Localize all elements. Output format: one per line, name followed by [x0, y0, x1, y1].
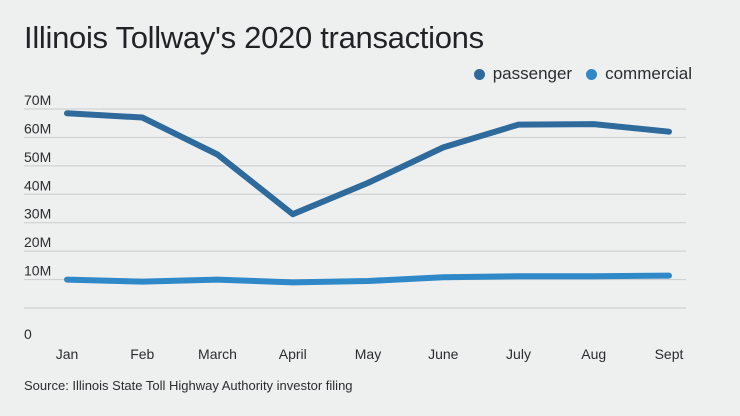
y-tick-label: 30M	[24, 206, 51, 222]
y-tick-label: 20M	[24, 234, 51, 250]
source-note: Source: Illinois State Toll Highway Auth…	[24, 378, 353, 393]
legend-item-commercial: commercial	[586, 64, 692, 84]
legend-label-commercial: commercial	[605, 64, 692, 83]
series-lines	[64, 110, 672, 286]
chart-legend: passenger commercial	[473, 64, 692, 84]
y-tick-label: 60M	[24, 120, 51, 136]
series-line-commercial	[64, 272, 672, 286]
x-tick-label: May	[355, 346, 381, 362]
y-tick-label: 0	[24, 326, 32, 342]
series-line-passenger	[64, 110, 672, 218]
chart-title: Illinois Tollway's 2020 transactions	[24, 20, 484, 55]
legend-label-passenger: passenger	[492, 64, 573, 83]
y-axis-labels: 0 10M 20M 30M 40M 50M 60M 70M	[24, 92, 51, 342]
y-tick-label: 40M	[24, 177, 51, 193]
legend-item-passenger: passenger	[473, 64, 573, 84]
x-tick-label: April	[279, 346, 307, 362]
y-tick-label: 50M	[24, 149, 51, 165]
x-tick-label: Aug	[581, 346, 606, 362]
y-tick-label: 70M	[24, 92, 51, 108]
x-axis-labels: Jan Feb March April May June July Aug Sept	[56, 346, 684, 362]
x-tick-label: July	[506, 346, 531, 362]
legend-swatch-passenger	[473, 68, 485, 80]
legend-swatch-commercial	[586, 68, 598, 80]
x-tick-label: March	[198, 346, 237, 362]
x-tick-label: Feb	[130, 346, 154, 362]
x-tick-label: Jan	[56, 346, 79, 362]
y-tick-label: 10M	[24, 263, 51, 279]
x-tick-label: Sept	[655, 346, 684, 362]
x-tick-label: June	[428, 346, 459, 362]
